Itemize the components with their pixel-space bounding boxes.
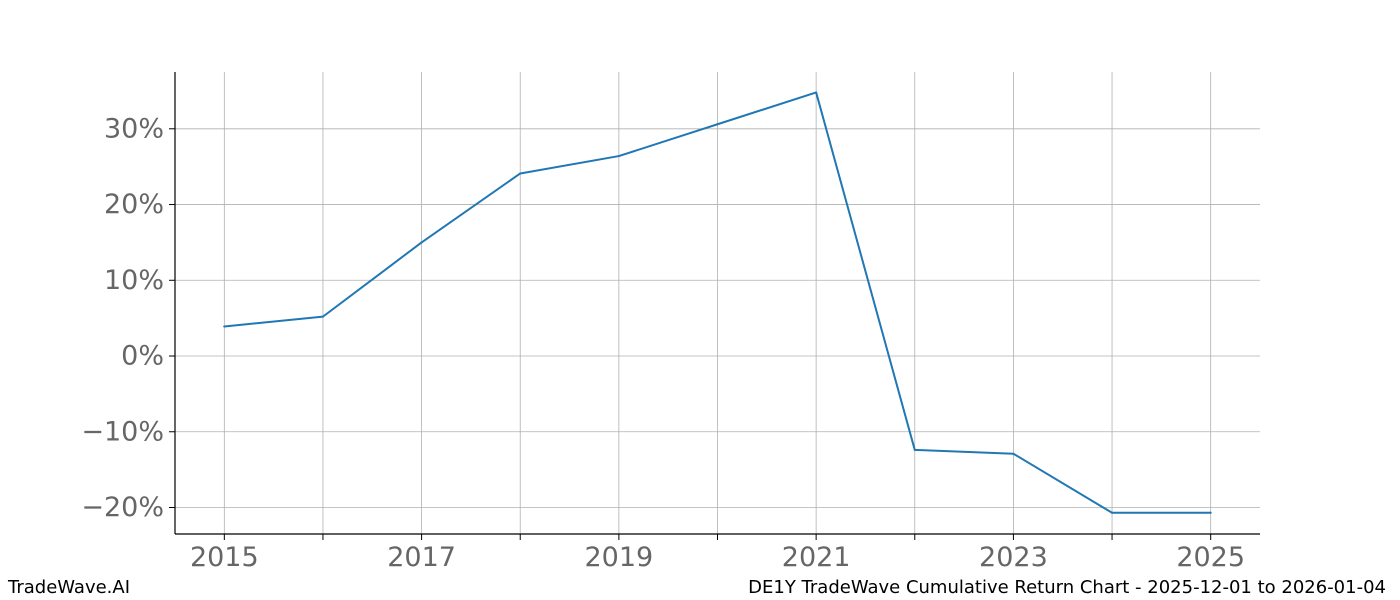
data-point <box>1209 511 1212 514</box>
x-tick-label: 2017 <box>387 542 456 573</box>
data-point <box>913 448 916 451</box>
x-tick-label: 2015 <box>190 542 259 573</box>
data-point <box>321 315 324 318</box>
data-point <box>815 91 818 94</box>
y-tick-label: 10% <box>104 265 164 296</box>
data-point <box>617 155 620 158</box>
brand-label: TradeWave.AI <box>8 577 131 598</box>
chart-caption: DE1Y TradeWave Cumulative Return Chart -… <box>748 577 1386 598</box>
y-tick-label: 0% <box>121 341 164 372</box>
x-tick-label: 2023 <box>979 542 1048 573</box>
y-tick-label: 20% <box>104 189 164 220</box>
data-point <box>223 325 226 328</box>
grid-layer <box>175 72 1260 534</box>
tick-labels-layer: 30% 20% 10% 0% −10% −20% 2015 2017 2019 2021 2023 2… <box>81 113 1245 573</box>
data-point <box>519 172 522 175</box>
data-point <box>1111 511 1114 514</box>
data-point <box>420 241 423 244</box>
x-tick-label: 2021 <box>782 542 851 573</box>
y-tick-label: 30% <box>104 113 164 144</box>
series-layer <box>223 91 1212 514</box>
x-tick-label: 2019 <box>585 542 654 573</box>
data-point <box>716 123 719 126</box>
data-point <box>1012 452 1015 455</box>
y-tick-label: −10% <box>81 416 164 447</box>
axes-layer <box>169 72 1260 540</box>
y-tick-label: −20% <box>81 492 164 523</box>
x-tick-label: 2025 <box>1176 542 1245 573</box>
